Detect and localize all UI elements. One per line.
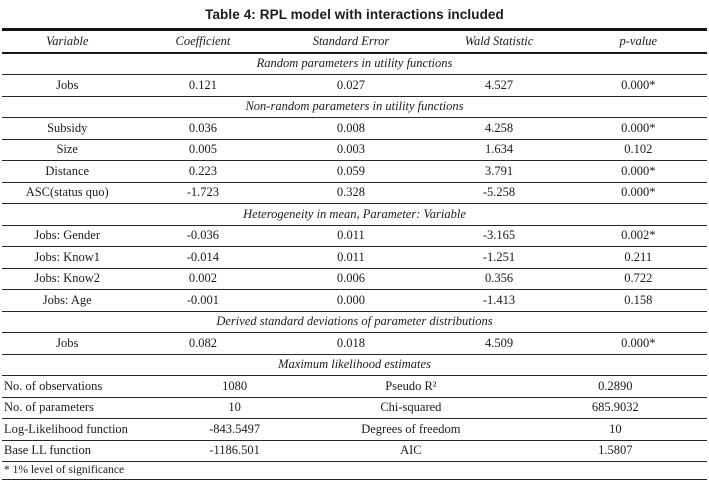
section-header-maximum-likelihood: Maximum likelihood estimates xyxy=(2,354,707,376)
table-row: Log-Likelihood function -843.5497 Degree… xyxy=(2,418,707,441)
table-row: Jobs 0.121 0.027 4.527 0.000* xyxy=(2,74,707,97)
cell-standard-error: 0.027 xyxy=(273,74,429,97)
cell-stat-label: Pseudo R² xyxy=(298,375,524,398)
cell-wald-statistic: 1.634 xyxy=(428,139,570,161)
cell-p-value: 0.102 xyxy=(569,139,707,161)
cell-wald-statistic: 4.509 xyxy=(428,332,570,355)
col-header-p-value: p-value xyxy=(569,29,707,54)
table-row: Jobs 0.082 0.018 4.509 0.000* xyxy=(2,332,707,355)
column-header-row: Variable Coefficient Standard Error Wald… xyxy=(2,29,707,54)
cell-variable: Jobs xyxy=(2,74,133,97)
table-row: No. of parameters 10 Chi-squared 685.903… xyxy=(2,397,707,419)
cell-stat-value: 0.2890 xyxy=(523,375,707,398)
cell-standard-error: 0.018 xyxy=(273,332,429,355)
table-title: Table 4: RPL model with interactions inc… xyxy=(205,7,504,22)
section-header-derived-sd: Derived standard deviations of parameter… xyxy=(2,311,707,333)
cell-variable: Jobs: Know2 xyxy=(2,268,133,290)
cell-variable: Jobs xyxy=(2,332,133,355)
table-row: ASC(status quo) -1.723 0.328 -5.258 0.00… xyxy=(2,182,707,204)
section-header-random-parameters: Random parameters in utility functions xyxy=(2,52,707,75)
cell-wald-statistic: 4.527 xyxy=(428,74,570,97)
table-row: Jobs: Know2 0.002 0.006 0.356 0.722 xyxy=(2,268,707,290)
cell-coefficient: 0.223 xyxy=(132,160,274,183)
cell-wald-statistic: -5.258 xyxy=(428,182,570,204)
table-row: No. of observations 1080 Pseudo R² 0.289… xyxy=(2,375,707,398)
table-row: Jobs: Gender -0.036 0.011 -3.165 0.002* xyxy=(2,225,707,247)
cell-standard-error: 0.011 xyxy=(273,246,429,269)
cell-stat-value: 685.9032 xyxy=(523,397,707,419)
cell-coefficient: 0.121 xyxy=(132,74,274,97)
cell-standard-error: 0.328 xyxy=(273,182,429,204)
cell-p-value: 0.002* xyxy=(569,225,707,247)
cell-variable: Distance xyxy=(2,160,133,183)
cell-coefficient: 0.036 xyxy=(132,117,274,140)
cell-standard-error: 0.006 xyxy=(273,268,429,290)
col-header-coefficient: Coefficient xyxy=(132,29,274,54)
cell-variable: Jobs: Know1 xyxy=(2,246,133,269)
cell-standard-error: 0.003 xyxy=(273,139,429,161)
cell-p-value: 0.000* xyxy=(569,182,707,204)
cell-standard-error: 0.008 xyxy=(273,117,429,140)
cell-stat-label: No. of parameters xyxy=(2,397,172,419)
cell-stat-label: AIC xyxy=(298,440,524,462)
cell-stat-value: 10 xyxy=(523,418,707,441)
cell-coefficient: -0.001 xyxy=(132,289,274,312)
section-header-nonrandom-parameters: Non-random parameters in utility functio… xyxy=(2,96,707,118)
cell-stat-label: Base LL function xyxy=(2,440,172,462)
cell-variable: Jobs: Gender xyxy=(2,225,133,247)
cell-stat-value: 1080 xyxy=(171,375,299,398)
table-row: Jobs: Age -0.001 0.000 -1.413 0.158 xyxy=(2,289,707,312)
cell-variable: ASC(status quo) xyxy=(2,182,133,204)
cell-wald-statistic: 0.356 xyxy=(428,268,570,290)
cell-stat-value: 1.5807 xyxy=(523,440,707,462)
cell-p-value: 0.000* xyxy=(569,160,707,183)
col-header-standard-error: Standard Error xyxy=(273,29,429,54)
rpl-model-table: Variable Coefficient Standard Error Wald… xyxy=(2,28,707,355)
cell-p-value: 0.158 xyxy=(569,289,707,312)
cell-stat-label: Chi-squared xyxy=(298,397,524,419)
col-header-wald-statistic: Wald Statistic xyxy=(428,29,570,54)
cell-p-value: 0.000* xyxy=(569,332,707,355)
significance-footnote: * 1% level of significance xyxy=(2,462,707,480)
cell-standard-error: 0.000 xyxy=(273,289,429,312)
cell-wald-statistic: 3.791 xyxy=(428,160,570,183)
cell-stat-value: -1186.501 xyxy=(171,440,299,462)
cell-coefficient: -0.014 xyxy=(132,246,274,269)
table-row: Base LL function -1186.501 AIC 1.5807 xyxy=(2,440,707,462)
cell-standard-error: 0.011 xyxy=(273,225,429,247)
cell-coefficient: 0.005 xyxy=(132,139,274,161)
cell-wald-statistic: -1.413 xyxy=(428,289,570,312)
cell-coefficient: 0.082 xyxy=(132,332,274,355)
cell-stat-label: Degrees of freedom xyxy=(298,418,524,441)
cell-wald-statistic: 4.258 xyxy=(428,117,570,140)
cell-stat-value: 10 xyxy=(171,397,299,419)
table-row: Jobs: Know1 -0.014 0.011 -1.251 0.211 xyxy=(2,246,707,269)
col-header-variable: Variable xyxy=(2,29,133,54)
cell-coefficient: -0.036 xyxy=(132,225,274,247)
maximum-likelihood-table: Maximum likelihood estimates No. of obse… xyxy=(2,354,707,463)
cell-variable: Jobs: Age xyxy=(2,289,133,312)
cell-p-value: 0.722 xyxy=(569,268,707,290)
cell-coefficient: -1.723 xyxy=(132,182,274,204)
cell-stat-label: No. of observations xyxy=(2,375,172,398)
section-header-heterogeneity: Heterogeneity in mean, Parameter: Variab… xyxy=(2,203,707,226)
table-row: Subsidy 0.036 0.008 4.258 0.000* xyxy=(2,117,707,140)
cell-wald-statistic: -3.165 xyxy=(428,225,570,247)
table-row: Size 0.005 0.003 1.634 0.102 xyxy=(2,139,707,161)
cell-p-value: 0.000* xyxy=(569,117,707,140)
cell-p-value: 0.211 xyxy=(569,246,707,269)
cell-stat-label: Log-Likelihood function xyxy=(2,418,172,441)
cell-coefficient: 0.002 xyxy=(132,268,274,290)
cell-wald-statistic: -1.251 xyxy=(428,246,570,269)
cell-standard-error: 0.059 xyxy=(273,160,429,183)
cell-stat-value: -843.5497 xyxy=(171,418,299,441)
cell-p-value: 0.000* xyxy=(569,74,707,97)
table-row: Distance 0.223 0.059 3.791 0.000* xyxy=(2,160,707,183)
cell-variable: Size xyxy=(2,139,133,161)
cell-variable: Subsidy xyxy=(2,117,133,140)
